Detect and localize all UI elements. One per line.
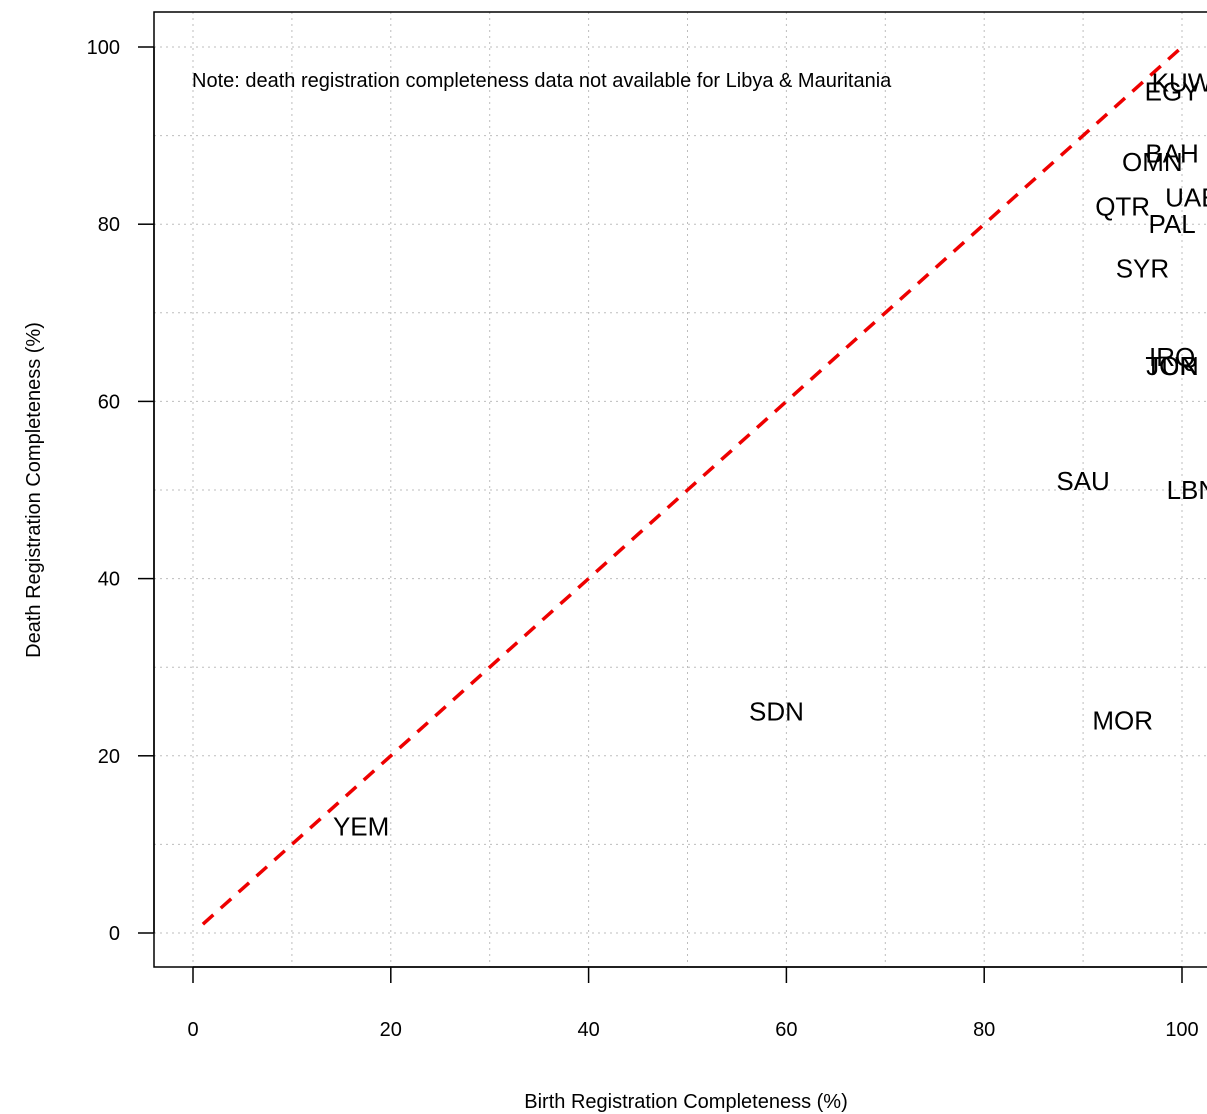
point-label-yem: YEM <box>333 812 389 842</box>
y-axis: 0 20 40 60 80 100 <box>87 37 155 945</box>
x-tick-label: 40 <box>577 1019 599 1041</box>
point-label-uae: UAE <box>1165 183 1207 213</box>
point-label-pal: PAL <box>1149 209 1196 239</box>
y-tick-label: 40 <box>98 569 120 591</box>
point-label-tun: TUN <box>1145 351 1198 381</box>
point-label-jor: JOR <box>1146 351 1198 381</box>
point-label-lbn: LBN <box>1167 475 1207 505</box>
x-tick-label: 80 <box>973 1019 995 1041</box>
x-tick-label: 0 <box>187 1019 198 1041</box>
x-tick-label: 20 <box>380 1019 402 1041</box>
y-tick-label: 80 <box>98 214 120 236</box>
point-label-sdn: SDN <box>749 697 804 727</box>
point-label-kuw: KUW <box>1152 67 1207 97</box>
reference-line-group <box>201 45 1184 926</box>
point-label-mor: MOR <box>1092 705 1153 735</box>
y-tick-label: 60 <box>98 391 120 413</box>
point-label-egy: EGY <box>1145 76 1200 106</box>
y-tick-label: 100 <box>87 37 120 59</box>
point-label-omn: OMN <box>1122 147 1183 177</box>
point-label-irq: IRQ <box>1149 342 1195 372</box>
x-axis-title: Birth Registration Completeness (%) <box>524 1091 847 1113</box>
point-label-bah: BAH <box>1145 138 1198 168</box>
reference-line <box>201 45 1184 926</box>
y-axis-title: Death Registration Completeness (%) <box>23 322 45 658</box>
x-tick-label: 60 <box>775 1019 797 1041</box>
grid-lines <box>154 12 1207 967</box>
y-tick-label: 20 <box>98 746 120 768</box>
point-label-sau: SAU <box>1056 466 1109 496</box>
y-tick-label: 0 <box>109 923 120 945</box>
point-label-qtr: QTR <box>1095 191 1150 221</box>
x-axis: 0 20 40 60 80 100 <box>187 966 1199 1041</box>
x-tick-label: 100 <box>1165 1019 1198 1041</box>
chart-note: Note: death registration completeness da… <box>192 70 892 92</box>
point-label-syr: SYR <box>1116 254 1169 284</box>
